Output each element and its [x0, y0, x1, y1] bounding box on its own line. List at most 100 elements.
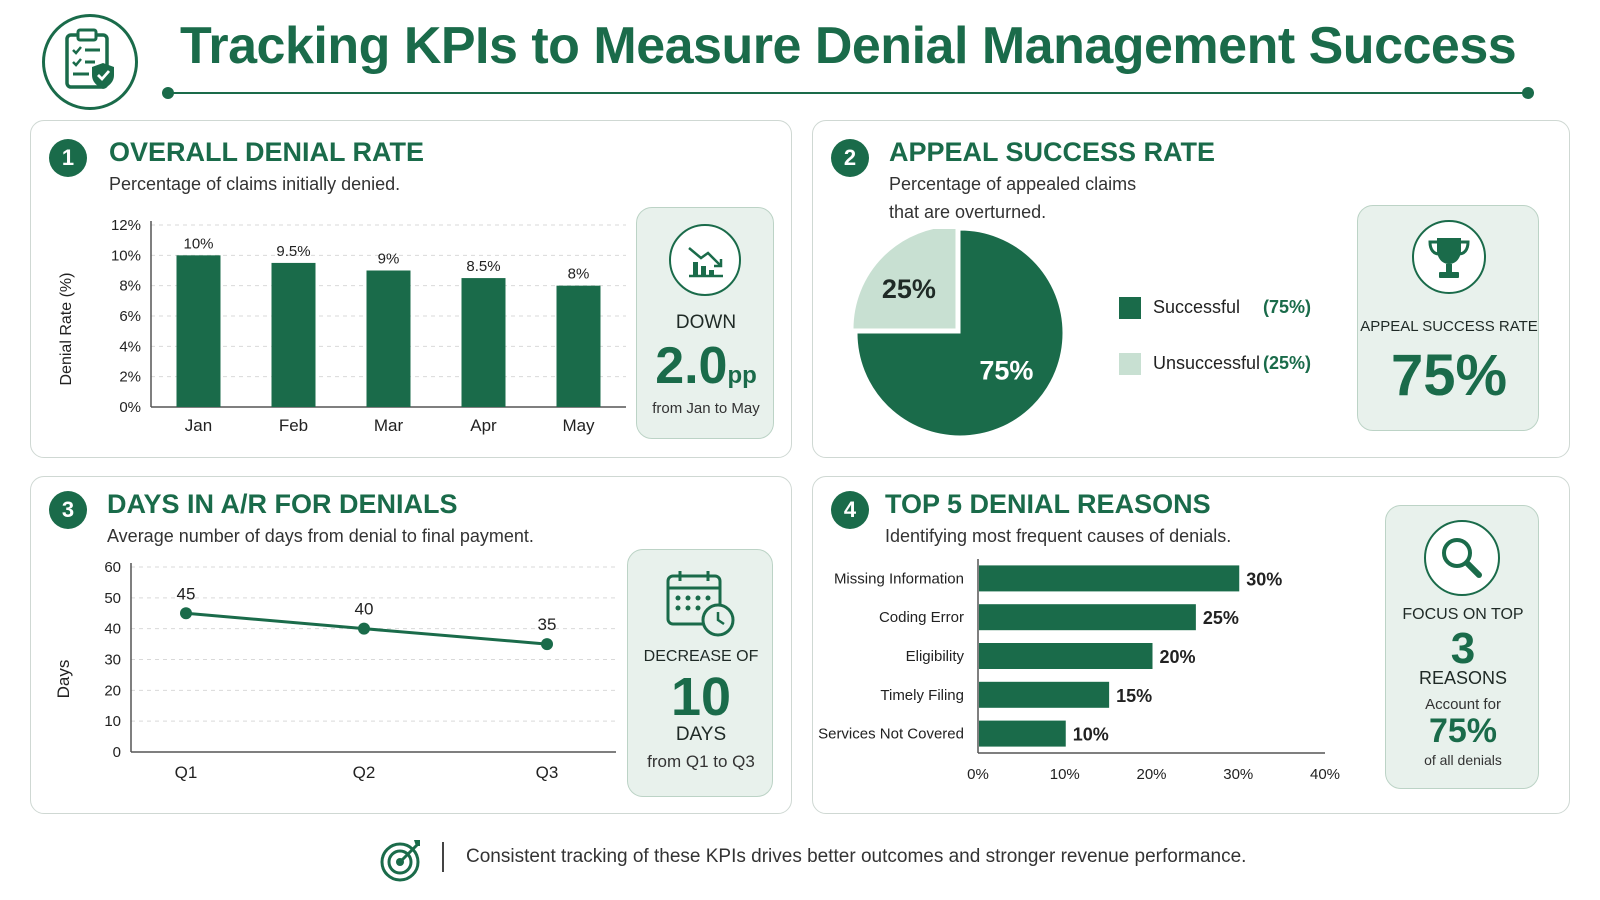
- x-tick-label: Q1: [175, 763, 198, 782]
- stat-value-2: 75%: [1428, 712, 1498, 750]
- data-point: [180, 607, 192, 620]
- title-divider: [168, 92, 1528, 94]
- y-tick-label: 10%: [111, 247, 141, 264]
- pie-data-label: 75%: [979, 355, 1033, 385]
- x-tick-label: 20%: [1136, 766, 1166, 783]
- ar-days-panel: 3 DAYS IN A/R FOR DENIALS Average number…: [30, 476, 792, 814]
- down-trend-chart-icon: [669, 224, 741, 296]
- y-tick-label: 60: [104, 559, 121, 576]
- x-tick-label: Q2: [353, 763, 376, 782]
- y-tick-label: 4%: [119, 338, 141, 355]
- bar-data-label: 10%: [183, 235, 213, 252]
- stat-unit: pp: [727, 362, 757, 389]
- stat-note: from Q1 to Q3: [647, 752, 755, 771]
- target-icon: [378, 836, 426, 884]
- panel-title: TOP 5 DENIAL REASONS: [885, 489, 1211, 519]
- point-data-label: 45: [177, 584, 196, 603]
- bar-data-label: 8.5%: [466, 258, 500, 275]
- bar-data-label: 9.5%: [276, 243, 310, 260]
- stat-note-1: Account for: [1425, 696, 1501, 713]
- panel-title: DAYS IN A/R FOR DENIALS: [107, 489, 458, 519]
- trophy-icon: [1412, 220, 1486, 294]
- appeal-stat-box: APPEAL SUCCESS RATE 75%: [1357, 205, 1539, 431]
- stat-unit: REASONS: [1418, 668, 1508, 688]
- panel-number: 1: [49, 139, 87, 177]
- bar: [979, 643, 1153, 669]
- pie-slice: [853, 229, 957, 330]
- legend-label-unsuccessful: Unsuccessful: [1153, 353, 1261, 373]
- legend-swatch-successful: [1119, 297, 1141, 319]
- bar-data-label: 8%: [568, 266, 590, 283]
- category-label: Coding Error: [879, 609, 964, 626]
- denial-rate-panel: 1 OVERALL DENIAL RATE Percentage of clai…: [30, 120, 792, 458]
- panel-number: 2: [831, 139, 869, 177]
- reasons-stat-box: FOCUS ON TOP 3 REASONS Account for 75% o…: [1385, 505, 1539, 789]
- footer-divider: [442, 842, 444, 872]
- clipboard-check-icon: [65, 28, 114, 89]
- stat-value-group: 2.0pp: [637, 336, 775, 396]
- stat-unit: DAYS: [675, 724, 727, 745]
- bar-data-label: 30%: [1246, 569, 1282, 589]
- y-tick-label: 10: [104, 713, 121, 730]
- stat-note-2: of all denials: [1424, 752, 1502, 768]
- stat-note: from Jan to May: [652, 400, 760, 417]
- x-tick-label: Q3: [536, 763, 559, 782]
- category-label: Eligibility: [906, 648, 965, 665]
- bar: [366, 270, 411, 407]
- y-tick-label: 30: [104, 652, 121, 669]
- panel-number: 4: [831, 491, 869, 529]
- category-label: Missing Information: [834, 570, 964, 587]
- y-tick-label: 0%: [119, 399, 141, 416]
- x-tick-label: Mar: [374, 416, 404, 435]
- x-tick-label: Apr: [470, 416, 497, 435]
- bar-data-label: 9%: [378, 251, 400, 268]
- stat-label: DECREASE OF: [643, 648, 759, 665]
- y-tick-label: 50: [104, 590, 121, 607]
- bar: [979, 565, 1240, 592]
- y-axis-label: Denial Rate (%): [58, 273, 75, 386]
- y-tick-label: 0: [113, 744, 121, 761]
- denial-rate-stat-box: DOWN 2.0pp from Jan to May: [636, 207, 774, 439]
- denial-rate-bar-chart: Denial Rate (%) 0% 2% 4% 6% 8% 10% 12% 10% Jan 9.…: [58, 217, 626, 435]
- logo: [42, 14, 138, 110]
- bar: [979, 720, 1066, 747]
- category-label: Services Not Covered: [818, 726, 964, 743]
- data-point: [541, 638, 553, 651]
- ar-days-line-chart: Days 0 10 20 30 40 50 60 45 Q1 40 Q2 35 Q3: [54, 559, 616, 782]
- x-tick-label: Jan: [185, 416, 212, 435]
- point-data-label: 35: [538, 615, 557, 634]
- panel-subtitle-line2: that are overturned.: [889, 202, 1047, 222]
- appeal-pie-chart: 75% 25%: [853, 229, 1064, 437]
- page-title: Tracking KPIs to Measure Denial Manageme…: [180, 17, 1517, 75]
- bar-data-label: 15%: [1116, 686, 1152, 706]
- stat-label: APPEAL SUCCESS RATE: [1360, 318, 1538, 335]
- bar: [979, 604, 1196, 631]
- bar: [271, 262, 316, 407]
- bar: [979, 681, 1110, 708]
- stat-label: DOWN: [675, 312, 737, 333]
- y-axis-label: Days: [54, 660, 73, 699]
- footer-text: Consistent tracking of these KPIs drives…: [466, 846, 1247, 867]
- panel-subtitle: Average number of days from denial to fi…: [107, 526, 534, 546]
- x-tick-label: 40%: [1310, 766, 1340, 783]
- calendar-clock-icon: [658, 568, 744, 640]
- denial-reasons-panel: 4 TOP 5 DENIAL REASONS Identifying most …: [812, 476, 1570, 814]
- bar-data-label: 20%: [1160, 647, 1196, 667]
- stat-value: 75%: [1390, 343, 1508, 408]
- panel-title: OVERALL DENIAL RATE: [109, 137, 425, 167]
- panel-number: 3: [49, 491, 87, 529]
- y-tick-label: 40: [104, 621, 121, 638]
- x-tick-label: Feb: [279, 416, 308, 435]
- bar: [556, 285, 601, 407]
- legend-label-successful: Successful: [1153, 297, 1241, 317]
- panel-subtitle: Identifying most frequent causes of deni…: [885, 526, 1232, 546]
- y-tick-label: 12%: [111, 217, 141, 234]
- x-tick-label: 0%: [967, 766, 989, 783]
- ar-days-stat-box: DECREASE OF 10 DAYS from Q1 to Q3: [627, 549, 773, 797]
- y-tick-label: 2%: [119, 369, 141, 386]
- pie-slice: [856, 229, 1064, 437]
- bar-data-label: 25%: [1203, 608, 1239, 628]
- stat-value: 10: [670, 667, 732, 727]
- appeal-success-panel: 2 APPEAL SUCCESS RATE Percentage of appe…: [812, 120, 1570, 458]
- divider-dot-left: [162, 87, 174, 99]
